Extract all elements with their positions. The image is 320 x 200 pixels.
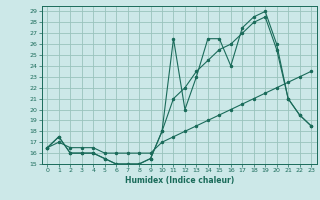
X-axis label: Humidex (Indice chaleur): Humidex (Indice chaleur) <box>124 176 234 185</box>
